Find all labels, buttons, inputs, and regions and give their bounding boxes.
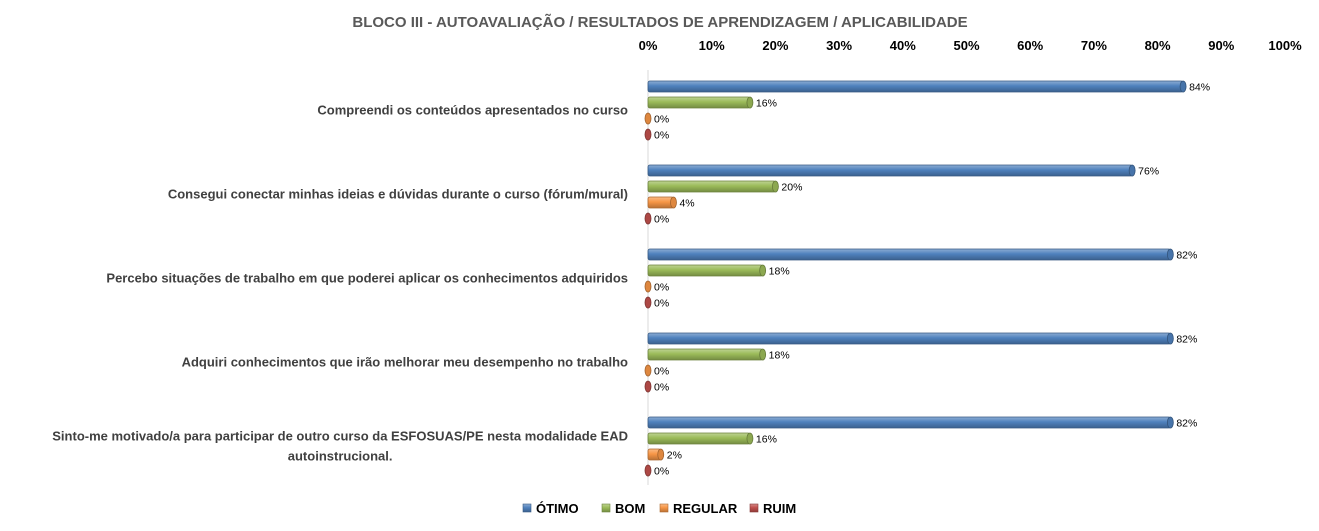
bar-end-cap xyxy=(1179,80,1187,93)
bar-bom xyxy=(647,264,764,277)
bar-end-cap xyxy=(746,96,754,109)
x-tick-label: 90% xyxy=(1208,38,1234,53)
bar-bom xyxy=(647,96,751,109)
bar-ótimo xyxy=(647,416,1171,429)
data-label: 18% xyxy=(769,266,790,278)
data-label: 0% xyxy=(654,298,669,310)
bar-end-cap xyxy=(644,128,652,141)
bar-end-cap xyxy=(759,264,767,277)
data-label: 0% xyxy=(654,466,669,478)
bar-regular xyxy=(647,196,674,209)
category-label: Percebo situações de trabalho em que pod… xyxy=(106,271,628,286)
bar-ótimo xyxy=(647,80,1184,93)
category-label: Consegui conectar minhas ideias e dúvida… xyxy=(168,187,628,202)
bar-bom xyxy=(647,180,776,193)
data-label: 20% xyxy=(781,182,802,194)
data-label: 84% xyxy=(1189,82,1210,94)
bar-end-cap xyxy=(670,196,677,209)
bar-ótimo xyxy=(647,248,1171,261)
legend-label: RUIM xyxy=(763,501,796,516)
bar-end-cap xyxy=(1166,332,1174,345)
bar-end-cap xyxy=(644,296,652,309)
legend-label: REGULAR xyxy=(673,501,738,516)
legend-swatch-bom xyxy=(601,503,611,513)
bar-end-cap xyxy=(644,380,652,393)
legend-swatch-regular xyxy=(659,503,669,513)
x-tick-label: 100% xyxy=(1268,38,1302,53)
data-label: 4% xyxy=(679,198,694,210)
bar-end-cap xyxy=(772,180,779,193)
x-tick-label: 10% xyxy=(699,38,725,53)
bar-end-cap xyxy=(644,280,652,293)
bar-end-cap xyxy=(746,432,754,445)
chart-title: BLOCO III - AUTOAVALIAÇÃO / RESULTADOS D… xyxy=(352,13,967,31)
category-label: Sinto-me motivado/a para participar de o… xyxy=(52,429,628,444)
category-label: Adquiri conhecimentos que irão melhorar … xyxy=(182,355,628,370)
x-tick-label: 80% xyxy=(1145,38,1171,53)
bar-end-cap xyxy=(644,364,652,377)
x-tick-label: 20% xyxy=(762,38,788,53)
category-label: Compreendi os conteúdos apresentados no … xyxy=(317,103,628,118)
bar-bom xyxy=(647,432,751,445)
bar-end-cap xyxy=(1166,248,1174,261)
x-tick-label: 40% xyxy=(890,38,916,53)
bar-bom xyxy=(647,348,764,361)
legend-swatch-ruim xyxy=(749,503,759,513)
data-label: 18% xyxy=(769,350,790,362)
legend-swatch-ótimo xyxy=(522,503,532,513)
data-labels: 84% 16% 0% 0% 76% 20% 4% 0% 82% 18% 0% 0% 82% 18% 0% 0%… xyxy=(654,82,1210,478)
data-label: 76% xyxy=(1138,166,1159,178)
bar-ótimo xyxy=(647,332,1171,345)
x-tick-label: 30% xyxy=(826,38,852,53)
bar-end-cap xyxy=(644,464,652,477)
data-label: 0% xyxy=(654,114,669,126)
legend-label: BOM xyxy=(615,501,645,516)
value-axis: 0% 10% 20% 30% 40% 50% 60% 70% 80% 90% 100% xyxy=(639,38,1302,485)
data-label: 16% xyxy=(756,98,777,110)
legend: ÓTIMO BOM REGULAR RUIM xyxy=(522,501,796,516)
data-label: 2% xyxy=(667,450,682,462)
data-label: 82% xyxy=(1176,418,1197,430)
bar-end-cap xyxy=(1166,416,1174,429)
bar-end-cap xyxy=(1128,164,1136,177)
bar-end-cap xyxy=(657,448,665,461)
data-label: 0% xyxy=(654,382,669,394)
legend-label: ÓTIMO xyxy=(536,501,579,516)
bars xyxy=(644,80,1187,477)
x-tick-label: 60% xyxy=(1017,38,1043,53)
data-label: 0% xyxy=(654,214,669,226)
data-label: 16% xyxy=(756,434,777,446)
data-label: 0% xyxy=(654,130,669,142)
data-label: 0% xyxy=(654,366,669,378)
bar-end-cap xyxy=(759,348,767,361)
data-label: 82% xyxy=(1176,250,1197,262)
data-label: 82% xyxy=(1176,334,1197,346)
bar-ótimo xyxy=(647,164,1133,177)
bar-end-cap xyxy=(644,212,652,225)
category-label: autoinstrucional. xyxy=(288,449,393,464)
x-tick-label: 70% xyxy=(1081,38,1107,53)
data-label: 0% xyxy=(654,282,669,294)
x-tick-label: 0% xyxy=(639,38,658,53)
bar-end-cap xyxy=(644,112,652,125)
category-labels: Compreendi os conteúdos apresentados no … xyxy=(52,103,628,464)
x-tick-label: 50% xyxy=(953,38,979,53)
